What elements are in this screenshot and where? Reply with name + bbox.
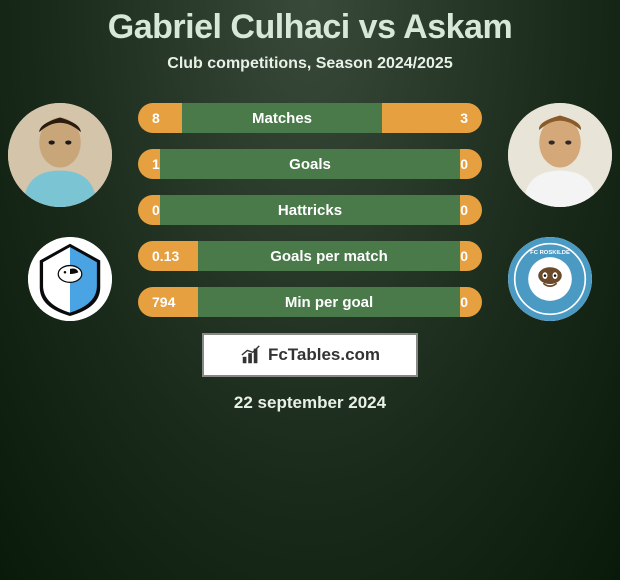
stat-right-value: 3 (382, 103, 482, 133)
stats-container: 8Matches31Goals00Hattricks00.13Goals per… (138, 103, 482, 317)
source-logo: FcTables.com (202, 333, 418, 377)
club-badge-icon: FC ROSKILDE (508, 237, 592, 321)
stat-right-value: 0 (460, 287, 482, 317)
stat-label: Goals (160, 149, 460, 179)
stat-row: 1Goals0 (138, 149, 482, 179)
club-badge-icon (28, 237, 112, 321)
stat-label: Min per goal (198, 287, 460, 317)
stat-label: Hattricks (160, 195, 460, 225)
stat-left-value: 0 (138, 195, 160, 225)
stat-row: 794Min per goal0 (138, 287, 482, 317)
person-icon (508, 103, 612, 207)
subtitle: Club competitions, Season 2024/2025 (0, 55, 620, 73)
person-icon (8, 103, 112, 207)
stat-right-value: 0 (460, 195, 482, 225)
page-title: Gabriel Culhaci vs Askam (0, 0, 620, 47)
source-logo-text: FcTables.com (268, 345, 380, 365)
stat-right-value: 0 (460, 149, 482, 179)
stat-label: Goals per match (198, 241, 460, 271)
stat-left-value: 8 (138, 103, 182, 133)
stat-right-value: 0 (460, 241, 482, 271)
title-player1: Gabriel Culhaci (108, 8, 350, 46)
title-vs: vs (359, 8, 396, 46)
svg-text:FC ROSKILDE: FC ROSKILDE (530, 250, 570, 256)
stat-label: Matches (182, 103, 382, 133)
date: 22 september 2024 (0, 393, 620, 413)
stat-left-value: 794 (138, 287, 198, 317)
stat-row: 0Hattricks0 (138, 195, 482, 225)
stat-left-value: 1 (138, 149, 160, 179)
player2-club-badge: FC ROSKILDE (508, 237, 592, 321)
stat-row: 8Matches3 (138, 103, 482, 133)
player2-avatar (508, 103, 612, 207)
player1-club-badge (28, 237, 112, 321)
stat-row: 0.13Goals per match0 (138, 241, 482, 271)
chart-icon (240, 344, 262, 366)
stat-left-value: 0.13 (138, 241, 198, 271)
player1-avatar (8, 103, 112, 207)
title-player2: Askam (403, 8, 512, 46)
